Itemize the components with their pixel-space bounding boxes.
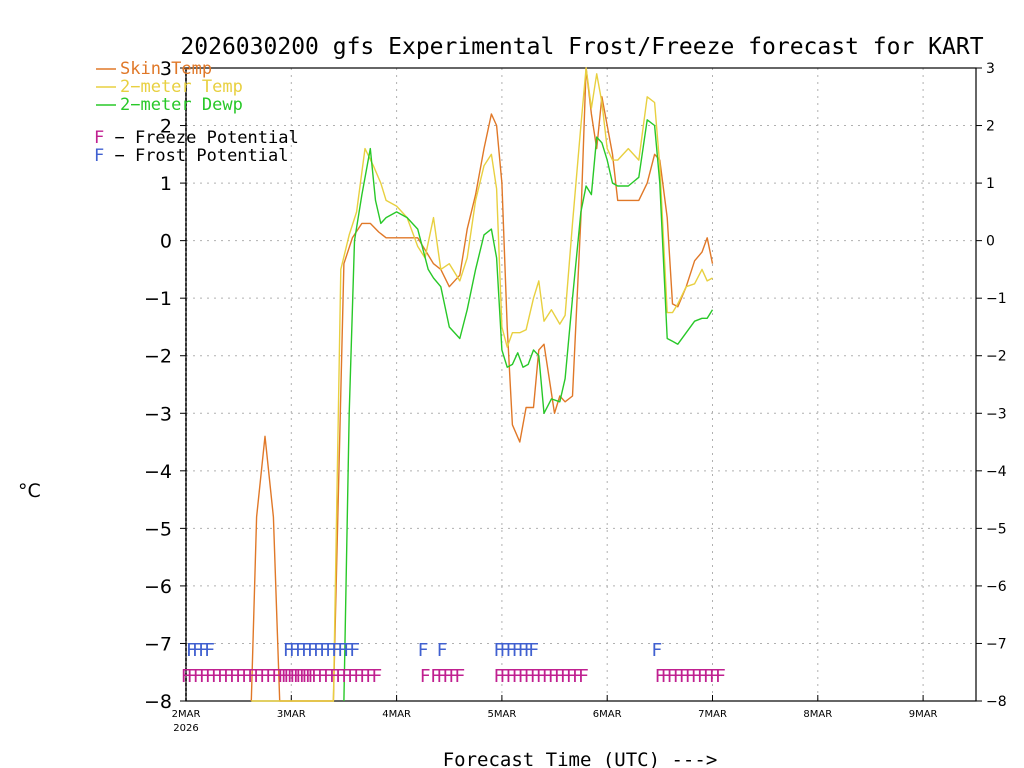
x-axis-label: Forecast Time (UTC) ---> (443, 749, 718, 768)
freeze-potential-flags: FFFFF (430, 666, 464, 687)
x-tick-label: 4MAR (382, 709, 411, 720)
y-tick-label-left: −8 (144, 691, 172, 713)
legend-label: 2−meter Temp (120, 77, 243, 97)
freeze-potential-flags: FFFFFFFFFFFFFFFFFFFFFF (181, 666, 318, 687)
y-tick-label-left: −4 (144, 461, 172, 483)
y-tick-label-left: −3 (144, 403, 172, 425)
2-meter-dewp-line (343, 119, 714, 702)
y-tick-label-left: 3 (160, 58, 172, 80)
series-layer (250, 67, 714, 702)
frost-potential-flags: FFFF (186, 640, 214, 661)
y-tick-label-right: −1 (986, 291, 1007, 307)
y-tick-label-right: −7 (986, 636, 1007, 652)
y-tick-label-right: 0 (986, 234, 995, 250)
x-tick-label: 3MAR (277, 709, 306, 720)
chart-title: 2026030200 gfs Experimental Frost/Freeze… (180, 34, 983, 60)
y-tick-label-right: −8 (986, 694, 1007, 710)
y-tick-label-right: −3 (986, 406, 1007, 422)
2-meter-temp-line (251, 67, 713, 702)
legend-label: 2−meter Dewp (120, 95, 243, 115)
freeze-potential-flags: FFFFFFFFFFFFFFFF (281, 666, 382, 687)
y-tick-label-right: 1 (986, 176, 995, 192)
legend-label: Skin Temp (120, 59, 212, 79)
x-tick-label: 8MAR (803, 709, 832, 720)
frost-potential-flags: FFFFFF (493, 640, 533, 661)
axes-layer (185, 67, 977, 702)
y-tick-label-left: −6 (144, 576, 172, 598)
x-tick-label: 7MAR (698, 709, 727, 720)
y-tick-label-right: −4 (986, 464, 1007, 480)
y-tick-label-left: −5 (144, 518, 172, 540)
legend-flag-item: F − Freeze Potential (94, 128, 299, 148)
y-tick-label-right: −2 (986, 349, 1007, 365)
grid-layer (186, 68, 976, 701)
legend-flag-letter: F (94, 146, 104, 166)
legend-flag-letter: F (94, 128, 104, 148)
y-tick-label-right: −6 (986, 579, 1007, 595)
y-tick-label-left: 1 (160, 173, 172, 195)
freeze-potential-flags: FFFFFFFFFFF (655, 666, 725, 687)
skin-temp-line (250, 67, 714, 702)
y-tick-label-right: 2 (986, 119, 995, 135)
frost-potential-flags: FFFFFFFFFFFF (283, 640, 359, 661)
ticks-layer: 3 3 2 2 1 1 0 0 −1 −1 −2 −2 −3 −3 −4 −4 −5 −5 −6 −6 −7 −7 −8 −8… (144, 58, 1007, 734)
x-tick-label: 2MAR (172, 709, 201, 720)
x-year-label: 2026 (173, 723, 198, 734)
y-tick-label-right: 3 (986, 61, 995, 77)
x-tick-label: 9MAR (909, 709, 938, 720)
x-tick-label: 5MAR (488, 709, 517, 720)
y-tick-label-right: −5 (986, 521, 1007, 537)
y-axis-label: °C (18, 480, 41, 502)
y-tick-label-left: −1 (144, 288, 172, 310)
legend-flag-item: F − Frost Potential (94, 146, 288, 166)
freeze-potential-flags: FFFFFFFFFFFFFFF (493, 666, 588, 687)
y-tick-label-left: −7 (144, 633, 172, 655)
y-tick-label-left: −2 (144, 346, 172, 368)
y-tick-label-left: 0 (160, 231, 172, 253)
legend-flag-label: − Freeze Potential (104, 128, 298, 148)
legend-flag-label: − Frost Potential (104, 146, 288, 166)
y-tick-label-left: 2 (160, 116, 172, 138)
x-tick-label: 6MAR (593, 709, 622, 720)
